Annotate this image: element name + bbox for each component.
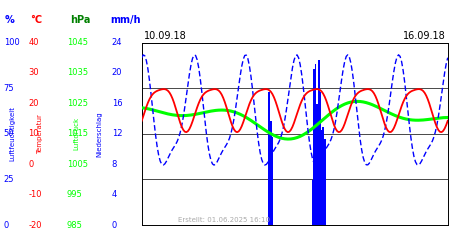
Text: Erstellt: 01.06.2025 16:10: Erstellt: 01.06.2025 16:10 [178, 216, 270, 222]
Text: Luftdruck: Luftdruck [73, 117, 80, 150]
Text: 75: 75 [4, 84, 14, 92]
Bar [319, 92, 321, 225]
Text: 1015: 1015 [67, 129, 88, 138]
Text: 8: 8 [112, 160, 117, 169]
Text: 1045: 1045 [67, 38, 88, 47]
Text: 25: 25 [4, 175, 14, 184]
Text: 16.09.18: 16.09.18 [403, 31, 446, 41]
Text: 40: 40 [28, 38, 39, 47]
Text: 0: 0 [4, 220, 9, 230]
Text: Luftfeuchtigkeit: Luftfeuchtigkeit [9, 106, 16, 161]
Bar [315, 64, 316, 225]
Text: 12: 12 [112, 129, 122, 138]
Text: mm/h: mm/h [110, 15, 141, 25]
Bar [318, 60, 320, 225]
Text: Niederschlag: Niederschlag [96, 111, 102, 156]
Bar [322, 127, 324, 225]
Text: 50: 50 [4, 129, 14, 138]
Bar [271, 137, 273, 225]
Text: 16: 16 [112, 99, 122, 108]
Bar [270, 121, 272, 225]
Text: 20: 20 [28, 99, 39, 108]
Text: 0: 0 [28, 160, 34, 169]
Text: °C: °C [31, 15, 43, 25]
Text: 10.09.18: 10.09.18 [144, 31, 187, 41]
Text: hPa: hPa [70, 15, 90, 25]
Text: 30: 30 [28, 68, 39, 78]
Text: -20: -20 [28, 220, 42, 230]
Text: 995: 995 [67, 190, 82, 199]
Text: 1025: 1025 [67, 99, 88, 108]
Text: 10: 10 [28, 129, 39, 138]
Text: 4: 4 [112, 190, 117, 199]
Bar [269, 92, 270, 225]
Text: 24: 24 [112, 38, 122, 47]
Text: -10: -10 [28, 190, 42, 199]
Bar [313, 68, 315, 225]
Bar [316, 104, 318, 225]
Text: %: % [4, 15, 14, 25]
Bar [324, 139, 326, 225]
Text: 1035: 1035 [67, 68, 88, 78]
Bar [311, 180, 313, 225]
Text: 100: 100 [4, 38, 19, 47]
Text: 20: 20 [112, 68, 122, 78]
Text: Temperatur: Temperatur [37, 114, 44, 154]
Text: 0: 0 [112, 220, 117, 230]
Text: 985: 985 [67, 220, 82, 230]
Text: 1005: 1005 [67, 160, 88, 169]
Bar [321, 130, 323, 225]
